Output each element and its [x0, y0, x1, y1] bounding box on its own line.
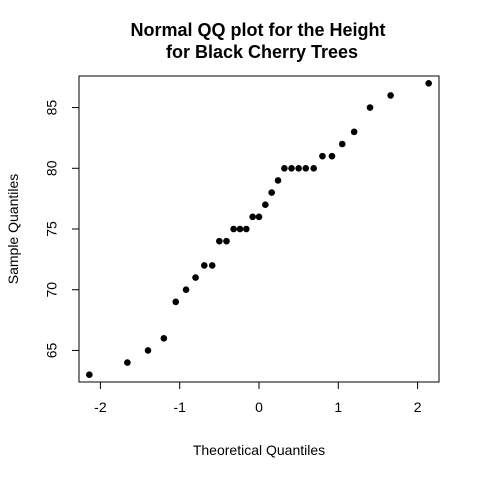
data-point: [223, 237, 230, 245]
data-point: [366, 104, 374, 111]
y-tick-label: 85: [44, 100, 60, 116]
x-tick-label: 2: [414, 399, 422, 415]
data-point: [236, 225, 244, 233]
data-point: [124, 359, 131, 366]
data-point: [288, 164, 295, 172]
data-point: [302, 164, 310, 172]
y-axis: 65 70 75 80 85: [44, 100, 79, 358]
data-point: [144, 347, 152, 354]
data-point: [338, 140, 346, 148]
data-point: [255, 213, 263, 221]
data-point: [281, 164, 288, 172]
x-tick-label: -2: [94, 399, 107, 415]
y-tick-label: 80: [44, 160, 60, 176]
x-axis-label: Theoretical Quantiles: [193, 442, 325, 458]
x-axis: -2 -1 0 1 2: [94, 382, 422, 415]
plot-frame: [78, 75, 440, 383]
data-point: [425, 79, 432, 87]
data-point: [200, 262, 208, 269]
chart-title-line-1: Normal QQ plot for the Height: [131, 20, 386, 40]
data-point: [262, 201, 269, 209]
x-tick-label: 1: [334, 399, 342, 415]
x-tick-label: 0: [255, 399, 263, 415]
chart-title-line-2: for Black Cherry Trees: [166, 42, 358, 62]
data-points: [86, 79, 432, 379]
y-tick-label: 75: [44, 221, 60, 237]
data-point: [86, 371, 93, 379]
data-point: [230, 225, 237, 233]
data-point: [182, 286, 190, 294]
data-point: [216, 237, 223, 245]
data-point: [310, 164, 318, 172]
data-point: [192, 274, 199, 281]
data-point: [328, 152, 336, 160]
data-point: [160, 334, 168, 342]
y-axis-label: Sample Quantiles: [5, 174, 21, 285]
data-point: [208, 262, 216, 269]
data-point: [295, 164, 302, 172]
data-point: [274, 177, 282, 184]
y-tick-label: 65: [44, 342, 60, 358]
data-point: [387, 92, 394, 99]
data-point: [243, 225, 250, 233]
data-point: [350, 128, 358, 136]
x-tick-label: -1: [173, 399, 186, 415]
y-tick-label: 70: [44, 282, 60, 298]
data-point: [319, 152, 326, 160]
data-point: [172, 298, 180, 306]
data-point: [268, 189, 275, 196]
data-point: [249, 213, 256, 221]
